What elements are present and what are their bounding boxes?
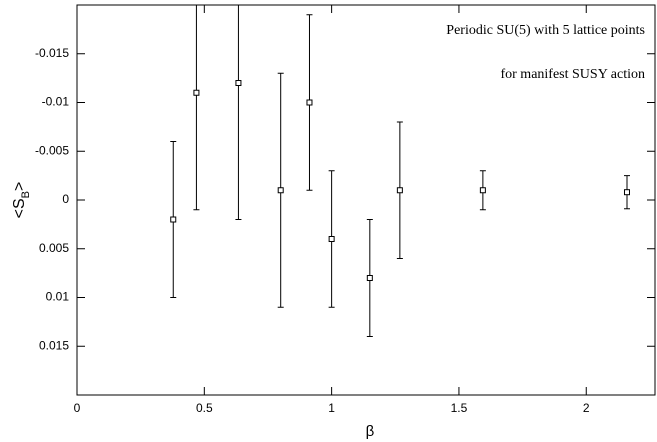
y-tick-label: -0.01 xyxy=(42,95,70,109)
annotation: for manifest SUSY action xyxy=(500,67,645,82)
y-tick-label: 0.015 xyxy=(39,338,69,352)
data-point xyxy=(277,187,284,194)
data-point xyxy=(396,187,403,194)
y-tick-label: 0.005 xyxy=(39,241,69,255)
y-tick-label: -0.005 xyxy=(35,143,69,157)
annotation: Periodic SU(5) with 5 lattice points xyxy=(446,23,645,38)
y-axis-label-part: <S xyxy=(11,198,28,218)
x-tick-label: 0 xyxy=(74,401,81,415)
plot-area xyxy=(170,5,630,337)
error-bar xyxy=(235,5,242,220)
y-axis-label: <SB> xyxy=(11,182,32,219)
y-axis-label-part: > xyxy=(11,182,28,191)
y-tick-label: 0 xyxy=(62,192,69,206)
data-point xyxy=(328,236,335,242)
y-tick-label: -0.015 xyxy=(35,46,69,60)
data-point xyxy=(235,80,242,86)
data-point xyxy=(193,89,200,96)
x-tick-label: 0.5 xyxy=(196,401,213,415)
data-point xyxy=(479,187,486,194)
y-axis-label-sub: B xyxy=(20,191,32,198)
x-tick-label: 2 xyxy=(583,401,590,415)
plot-frame xyxy=(76,4,656,396)
data-point xyxy=(366,275,373,281)
data-point xyxy=(623,189,630,196)
data-point xyxy=(170,216,177,223)
error-bar xyxy=(193,5,200,211)
x-tick-label: 1 xyxy=(328,401,335,415)
x-axis-label: β xyxy=(366,423,375,440)
data-point xyxy=(306,99,313,106)
x-tick-label: 1.5 xyxy=(451,401,468,415)
y-tick-label: 0.01 xyxy=(46,290,70,304)
